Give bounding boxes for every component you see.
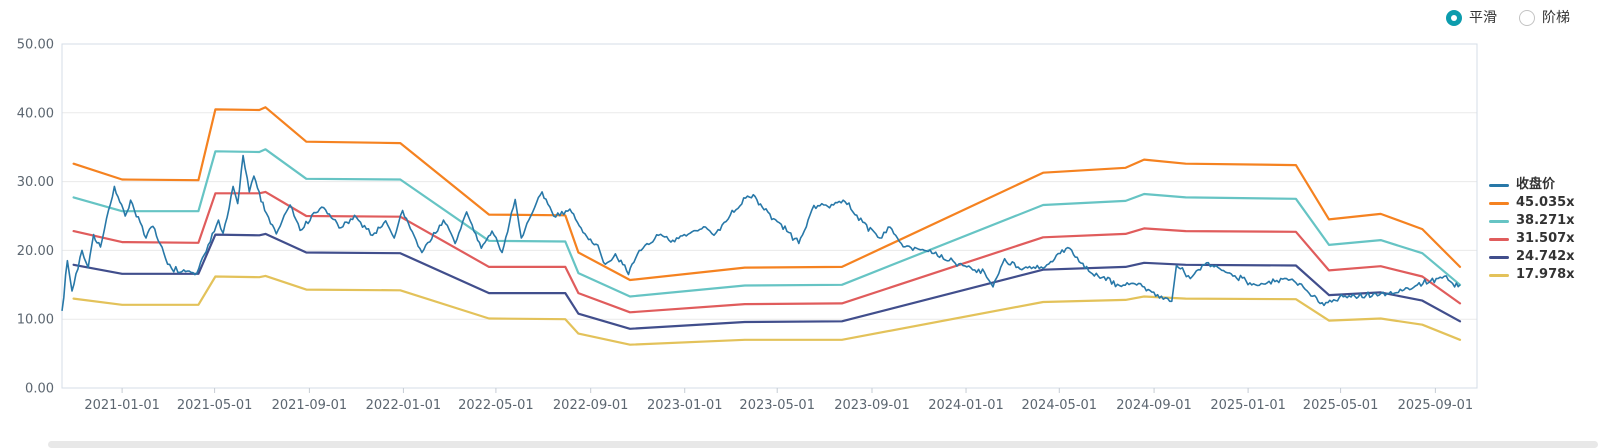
y-axis-label: 30.00 <box>17 175 54 190</box>
x-axis-label: 2021-05-01 <box>177 398 253 413</box>
closing-price-line <box>61 154 1461 312</box>
band-line <box>72 232 1462 330</box>
x-axis-label: 2021-01-01 <box>84 398 160 413</box>
x-axis-label: 2023-09-01 <box>834 398 910 413</box>
radio-option-smooth[interactable]: 平滑 <box>1446 10 1497 26</box>
legend-swatch <box>1489 219 1509 223</box>
legend-label: 45.035x <box>1516 195 1575 210</box>
x-axis-label: 2022-01-01 <box>366 398 442 413</box>
x-axis-label: 2025-05-01 <box>1303 398 1379 413</box>
x-axis-label: 2023-01-01 <box>647 398 723 413</box>
legend-item[interactable]: 17.978x <box>1489 266 1575 284</box>
legend-item[interactable]: 24.742x <box>1489 248 1575 266</box>
legend-swatch <box>1489 183 1509 187</box>
radio-label-smooth: 平滑 <box>1469 10 1497 26</box>
legend-label: 收盘价 <box>1516 177 1556 192</box>
y-axis-label: 20.00 <box>17 244 54 259</box>
x-axis-label: 2024-09-01 <box>1116 398 1192 413</box>
y-axis-label: 50.00 <box>17 38 54 53</box>
band-line <box>72 190 1462 314</box>
legend-swatch <box>1489 273 1509 277</box>
legend-swatch <box>1489 255 1509 259</box>
legend-item[interactable]: 38.271x <box>1489 212 1575 230</box>
x-axis-label: 2024-01-01 <box>928 398 1004 413</box>
legend-label: 31.507x <box>1516 231 1575 246</box>
y-axis-label: 0.00 <box>25 382 54 397</box>
x-axis-label: 2021-09-01 <box>272 398 348 413</box>
legend-item[interactable]: 45.035x <box>1489 194 1575 212</box>
legend-swatch <box>1489 237 1509 241</box>
legend-label: 38.271x <box>1516 213 1575 228</box>
line-style-radio-group: 平滑 阶梯 <box>1446 10 1570 26</box>
legend-item[interactable]: 31.507x <box>1489 230 1575 248</box>
x-axis-label: 2023-05-01 <box>739 398 815 413</box>
radio-option-step[interactable]: 阶梯 <box>1519 10 1570 26</box>
legend-label: 17.978x <box>1516 267 1575 282</box>
legend-swatch <box>1489 201 1509 205</box>
chart-legend: 收盘价 45.035x 38.271x 31.507x 24.742x 17.978x <box>1489 176 1575 284</box>
radio-unselected-icon <box>1519 10 1535 26</box>
plot-area[interactable] <box>62 44 1477 388</box>
legend-label: 24.742x <box>1516 249 1575 264</box>
x-axis-label: 2024-05-01 <box>1022 398 1098 413</box>
radio-selected-icon <box>1446 10 1462 26</box>
horizontal-scrollbar[interactable] <box>48 441 1598 448</box>
plot-border <box>61 43 1478 389</box>
x-axis-label: 2025-09-01 <box>1398 398 1474 413</box>
band-line <box>72 106 1462 282</box>
band-line <box>72 148 1462 298</box>
legend-item[interactable]: 收盘价 <box>1489 176 1575 194</box>
x-axis-label: 2022-09-01 <box>553 398 629 413</box>
band-line <box>72 274 1462 346</box>
x-axis-label: 2022-05-01 <box>458 398 534 413</box>
radio-label-step: 阶梯 <box>1542 10 1570 26</box>
x-axis-label: 2025-01-01 <box>1210 398 1286 413</box>
y-axis-label: 40.00 <box>17 106 54 121</box>
y-axis-label: 10.00 <box>17 313 54 328</box>
